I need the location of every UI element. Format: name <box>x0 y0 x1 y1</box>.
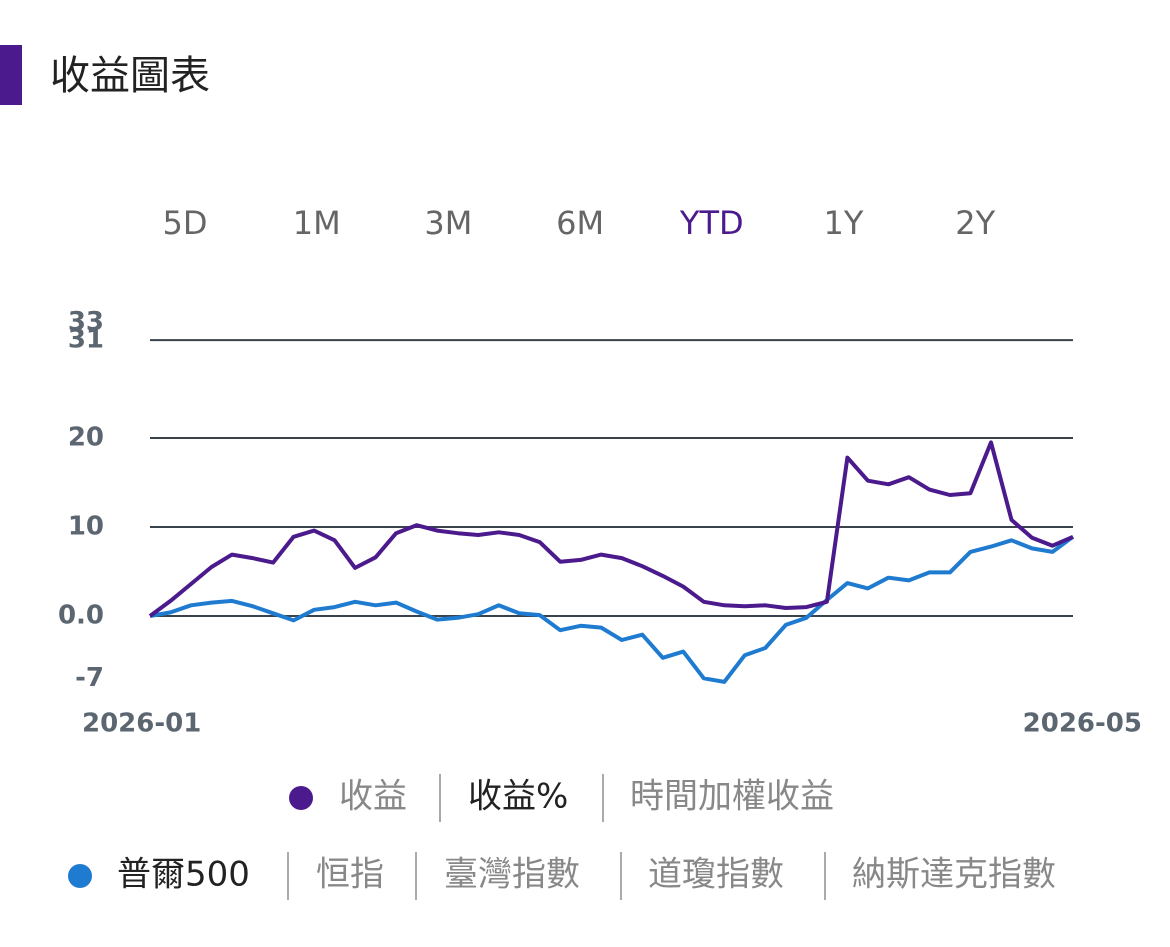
option-tab[interactable]: 收益 <box>339 777 407 817</box>
title: 收益圖表 <box>50 53 210 99</box>
option-tab[interactable]: 時間加權收益 <box>630 777 834 817</box>
option-tab[interactable]: 道瓊指數 <box>648 855 784 895</box>
y-tick-label: 33 <box>68 307 104 337</box>
y-tick-label: 0.0 <box>58 601 104 631</box>
range-tab[interactable]: 2Y <box>955 204 995 242</box>
x-tick-label: 2026-01 <box>82 709 201 739</box>
range-tab[interactable]: 6M <box>556 204 604 242</box>
range-tab[interactable]: 3M <box>424 204 472 242</box>
series-line <box>148 440 1074 618</box>
range-tab[interactable]: 5D <box>163 204 208 242</box>
legend-dot <box>289 786 313 810</box>
option-tab[interactable]: 納斯達克指數 <box>852 855 1056 895</box>
option-tab[interactable]: 普爾500 <box>117 855 250 895</box>
y-tick-label: 20 <box>68 423 104 453</box>
x-tick-label: 2026-05 <box>1023 709 1142 739</box>
option-tab[interactable]: 恒指 <box>316 855 384 895</box>
range-tab[interactable]: 1M <box>293 204 341 242</box>
y-tick-label: 31 <box>68 325 104 355</box>
title-accent <box>0 45 22 105</box>
y-tick-label: -7 <box>75 663 104 693</box>
option-tab[interactable]: 臺灣指數 <box>444 855 580 895</box>
option-tab[interactable]: 收益% <box>468 777 568 817</box>
series-line <box>149 535 1075 684</box>
legend-dot <box>68 864 92 888</box>
range-tab[interactable]: 1Y <box>824 204 864 242</box>
range-tab[interactable]: YTD <box>679 204 744 242</box>
y-tick-label: 10 <box>68 512 104 542</box>
